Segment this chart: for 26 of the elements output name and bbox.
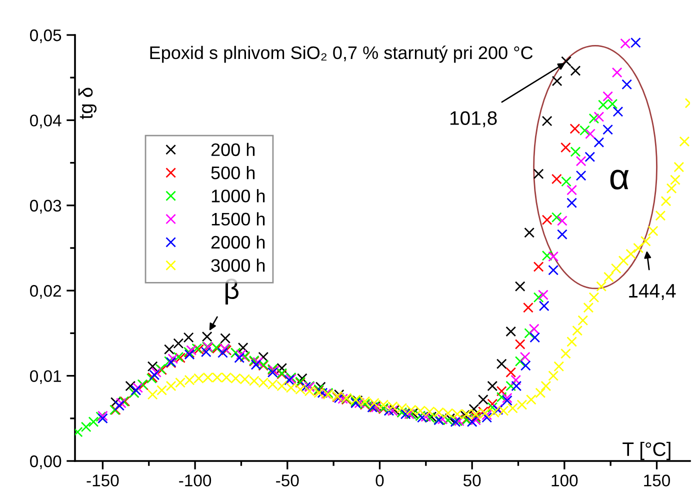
x-tick-label: 0 <box>376 474 384 486</box>
text: Epoxid s plnivom SiO₂ 0,7 % starnutý pri 200 °C <box>150 46 533 63</box>
legend-label: 3000 h <box>211 258 265 272</box>
y-tick-label: 0,03 <box>30 200 62 214</box>
annotation: β <box>226 278 238 304</box>
y-tick-label: 0,00 <box>30 455 62 470</box>
legend-label: 1000 h <box>212 189 265 202</box>
y-axis-title: tg δ <box>78 88 97 120</box>
legend-label: 1500 h <box>212 212 265 226</box>
y-tick-label: 0,02 <box>30 285 61 299</box>
legend-label: 500 h <box>211 166 255 180</box>
y-tick-label: 0,04 <box>30 114 62 128</box>
x-tick-label: -50 <box>276 474 299 486</box>
legend-label: 200 h <box>211 142 255 156</box>
y-tick-label: 0,01 <box>30 370 61 384</box>
x-tick-label: -150 <box>86 474 119 486</box>
annotation: α <box>610 170 629 190</box>
legend-label: 2000 h <box>211 235 265 249</box>
x-tick-label: 150 <box>644 474 670 486</box>
annotation: 144,4 <box>629 284 676 300</box>
annotation: 101,8 <box>450 111 497 128</box>
y-tick-label: 0,05 <box>30 29 62 44</box>
x-axis-title: T [°C] <box>622 442 670 460</box>
x-tick-label: 100 <box>552 474 578 486</box>
x-tick-label: 50 <box>463 474 481 486</box>
x-tick-label: -100 <box>179 474 212 486</box>
